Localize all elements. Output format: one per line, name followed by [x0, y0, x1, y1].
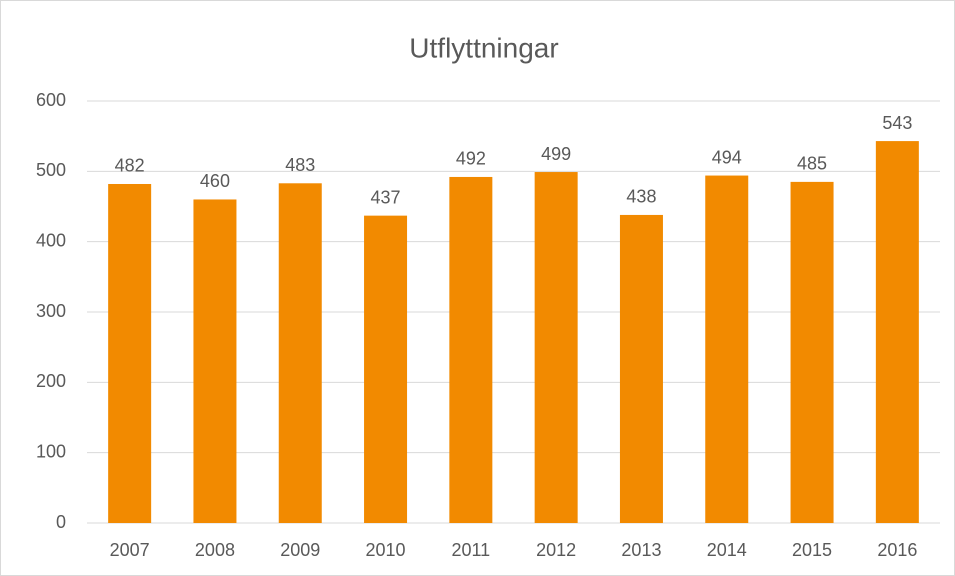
x-tick-label: 2009 [280, 540, 320, 560]
bar [364, 215, 408, 524]
bar [278, 183, 322, 524]
bar [449, 176, 493, 523]
x-tick-label: 2015 [792, 540, 832, 560]
x-tick-label: 2008 [195, 540, 235, 560]
data-label: 438 [626, 187, 656, 207]
y-tick-label: 200 [36, 371, 66, 391]
data-label: 482 [115, 156, 145, 176]
y-tick-label: 400 [36, 230, 66, 250]
chart-title: Utflyttningar [409, 32, 558, 63]
bar [705, 175, 749, 523]
bar [534, 172, 578, 523]
data-label: 494 [712, 147, 742, 167]
data-label: 492 [456, 149, 486, 169]
x-tick-label: 2013 [621, 540, 661, 560]
bar [193, 199, 237, 523]
data-label: 499 [541, 144, 571, 164]
y-tick-label: 100 [36, 441, 66, 461]
y-tick-label: 500 [36, 160, 66, 180]
data-label: 483 [285, 155, 315, 175]
bar [790, 181, 834, 523]
y-tick-label: 0 [56, 512, 66, 532]
x-tick-label: 2016 [877, 540, 917, 560]
bar [875, 141, 919, 523]
x-tick-label: 2012 [536, 540, 576, 560]
bar [619, 214, 663, 523]
data-label: 543 [882, 113, 912, 133]
bar [108, 183, 152, 523]
data-label: 460 [200, 171, 230, 191]
data-label: 485 [797, 154, 827, 174]
x-tick-label: 2014 [707, 540, 747, 560]
x-tick-label: 2007 [110, 540, 150, 560]
data-label: 437 [371, 187, 401, 207]
y-tick-label: 600 [36, 90, 66, 110]
x-tick-label: 2011 [451, 540, 490, 560]
y-tick-label: 300 [36, 301, 66, 321]
x-tick-label: 2010 [366, 540, 406, 560]
